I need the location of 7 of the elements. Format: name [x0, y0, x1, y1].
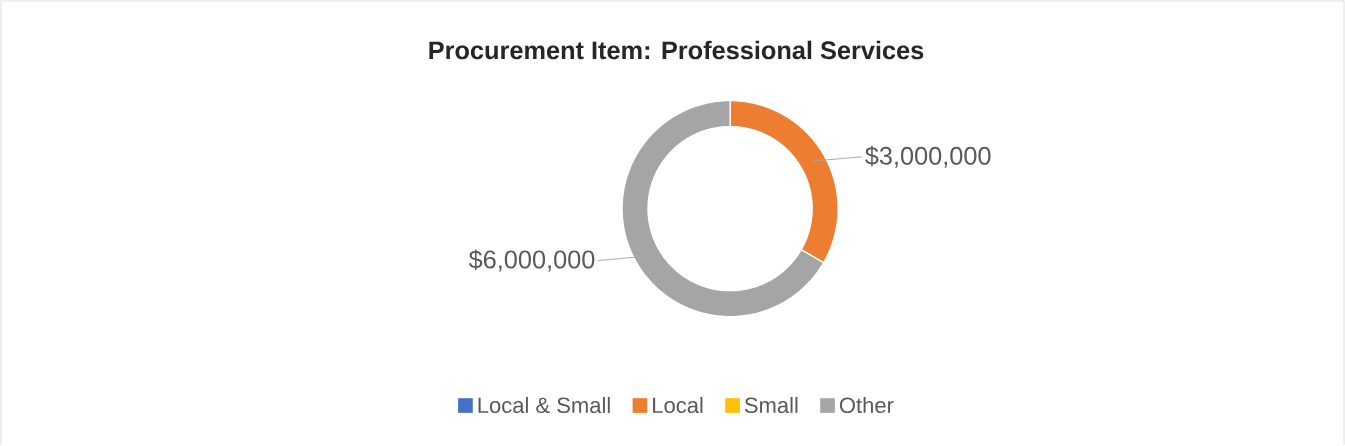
data-label: $6,000,000	[468, 249, 595, 272]
legend-label: Local & Small	[478, 397, 610, 414]
legend-label: Other	[839, 397, 894, 414]
legend-label: Local	[653, 397, 703, 414]
legend-label: Small	[744, 397, 798, 414]
chart-title: Procurement Item: Professional Services	[429, 40, 924, 60]
data-label: $3,000,000	[865, 146, 991, 169]
